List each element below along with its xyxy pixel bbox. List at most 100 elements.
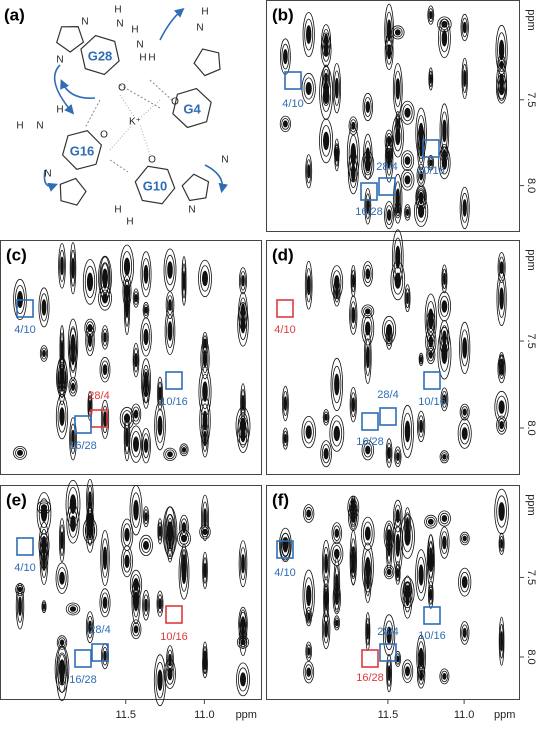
contour: [366, 102, 370, 113]
contour: [500, 288, 504, 310]
contour: [42, 300, 46, 316]
contour: [182, 523, 186, 533]
contour: [419, 194, 423, 204]
y-tick-label: 8.0: [525, 649, 537, 664]
contour: [336, 574, 338, 596]
contour: [396, 510, 399, 523]
atom-label: O: [118, 83, 126, 94]
contour: [204, 339, 206, 348]
contour: [104, 333, 107, 342]
contour: [145, 599, 148, 611]
contour: [70, 607, 75, 612]
contours: [16, 479, 250, 705]
contour: [134, 626, 138, 633]
contour: [443, 454, 447, 459]
contour: [463, 409, 467, 415]
contour: [43, 604, 45, 609]
contour: [125, 285, 128, 298]
contour: [42, 541, 46, 550]
peak-box: [166, 372, 182, 389]
contour: [430, 589, 432, 600]
contour: [307, 668, 311, 677]
contour: [283, 121, 287, 127]
contour: [367, 624, 369, 639]
contour: [158, 416, 162, 435]
contour: [501, 632, 503, 651]
contour: [464, 70, 466, 86]
contour: [388, 447, 390, 458]
contour: [19, 597, 22, 615]
contour: [124, 258, 129, 275]
contour: [366, 347, 369, 368]
contour: [60, 408, 65, 426]
residue-label: G4: [183, 101, 201, 116]
contour: [145, 513, 147, 521]
contour: [306, 82, 311, 94]
atom-label: N: [44, 169, 51, 180]
contour: [104, 651, 107, 661]
contour: [335, 78, 338, 98]
contour: [352, 122, 355, 129]
contour: [336, 150, 338, 156]
contour: [352, 275, 354, 287]
contour: [325, 554, 328, 573]
contour: [284, 434, 286, 442]
contour: [443, 150, 446, 157]
x-tick-label: ppm: [236, 709, 257, 721]
contour: [501, 359, 503, 368]
contour: [387, 210, 391, 221]
coordination: [140, 100, 160, 118]
contour: [133, 437, 138, 452]
contour: [72, 344, 75, 365]
x-tick-label: 11.0: [454, 709, 475, 721]
contour: [388, 333, 390, 343]
residue-label: G10: [143, 178, 168, 193]
atom-label: N: [136, 40, 143, 51]
contour: [395, 273, 401, 288]
contour: [388, 666, 390, 681]
ion-label: K⁺: [129, 117, 141, 128]
contour: [125, 555, 129, 567]
contour: [88, 334, 91, 346]
contour: [241, 640, 246, 645]
contour: [168, 262, 173, 279]
contour: [103, 365, 107, 375]
contour: [396, 246, 400, 268]
contour: [168, 668, 172, 680]
contour: [168, 452, 173, 457]
contour: [307, 510, 311, 517]
contour: [443, 120, 447, 142]
contour: [240, 673, 245, 686]
contour: [407, 293, 409, 304]
peak-label: 28/4: [89, 624, 110, 636]
peak-label: 4/10: [14, 324, 35, 336]
contour: [61, 257, 64, 275]
contour: [499, 503, 505, 521]
contour: [335, 374, 340, 395]
panel-label: (a): [4, 5, 25, 24]
contour: [430, 75, 432, 84]
contour: [418, 205, 423, 217]
contour: [145, 381, 148, 397]
arrow: [160, 10, 182, 40]
atom-label: H: [139, 53, 146, 64]
contour: [396, 189, 399, 209]
x-tick-label: 11.0: [194, 709, 215, 721]
contour: [463, 628, 466, 637]
coordination: [110, 125, 132, 150]
atom-label: H: [148, 53, 155, 64]
contour: [405, 157, 410, 165]
contour: [306, 26, 311, 44]
y-tick-label: ppm: [525, 494, 537, 515]
atom-label: N: [81, 17, 88, 28]
contour: [323, 132, 328, 150]
peak-label: 16/28: [69, 674, 97, 686]
contour: [159, 599, 161, 609]
contour: [158, 670, 163, 690]
y-tick-label: ppm: [525, 249, 537, 270]
contour: [242, 276, 245, 287]
atom-label: H: [201, 7, 208, 18]
x-tick-label: 11.5: [378, 709, 399, 721]
contour: [365, 527, 370, 540]
contour: [308, 613, 310, 620]
